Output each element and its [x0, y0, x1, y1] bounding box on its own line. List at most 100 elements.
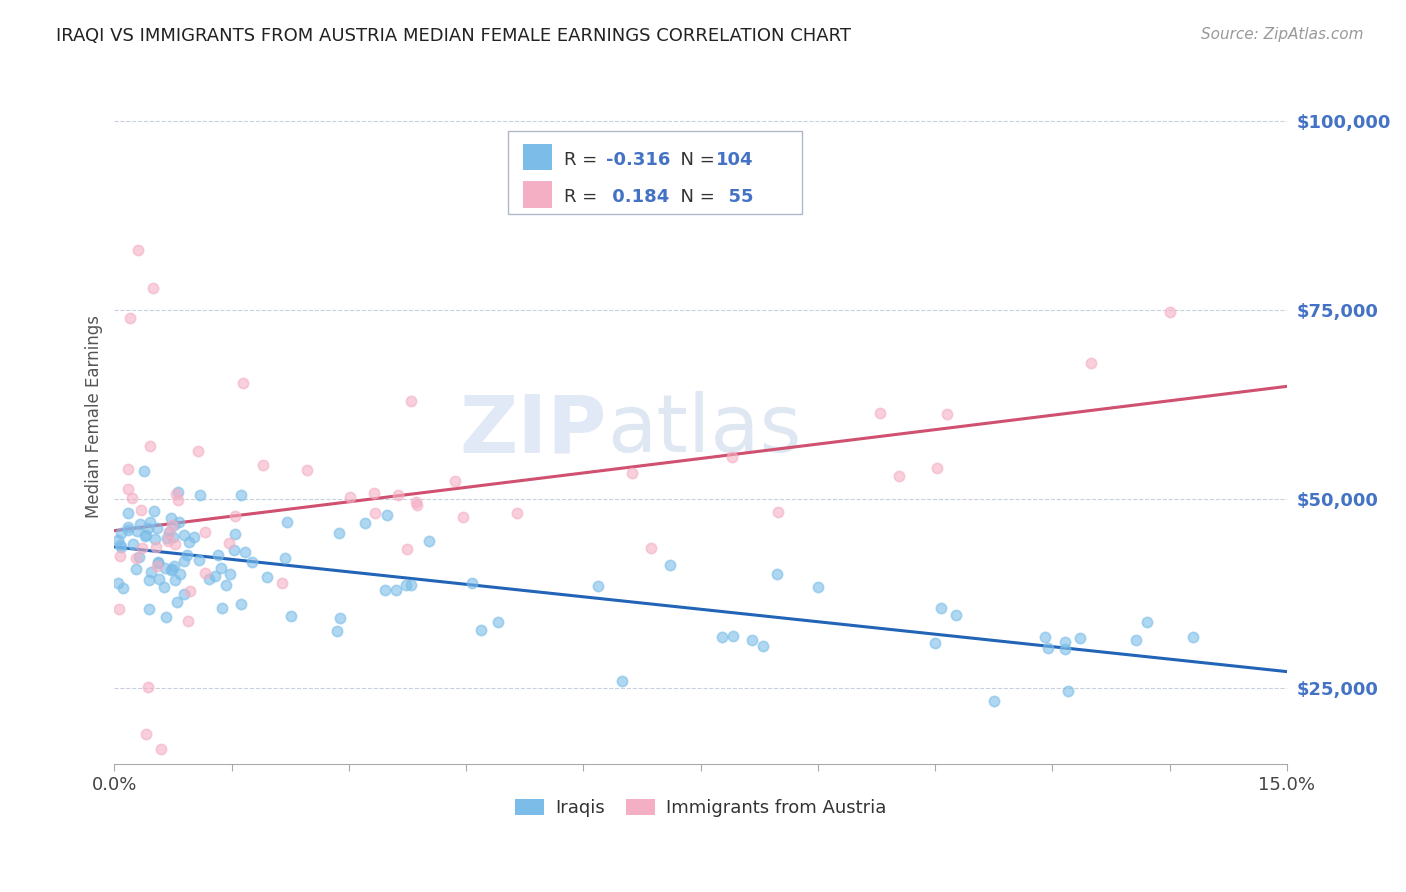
Point: [146, 558, 169, 573]
Point: [128, 516, 150, 531]
Point: [163, 537, 186, 551]
Point: [110, 541, 132, 555]
Point: [1182, 630, 1205, 644]
Point: [139, 515, 162, 529]
Point: [887, 468, 910, 483]
Point: [110, 525, 132, 540]
Point: [925, 461, 948, 475]
Text: 104: 104: [716, 151, 754, 169]
Point: [396, 541, 419, 556]
Point: [157, 524, 180, 539]
Point: [112, 581, 135, 595]
Point: [136, 521, 159, 535]
Point: [162, 558, 184, 573]
Point: [177, 535, 200, 549]
Point: [297, 463, 319, 477]
Point: [156, 533, 179, 548]
Point: [1057, 684, 1080, 698]
Point: [187, 444, 209, 458]
Point: [929, 600, 952, 615]
Point: [658, 558, 681, 572]
Point: [364, 506, 387, 520]
Point: [252, 458, 274, 472]
Point: [127, 243, 149, 257]
Point: [146, 555, 169, 569]
Point: [148, 572, 170, 586]
Point: [173, 554, 195, 568]
Point: [586, 579, 609, 593]
Point: [142, 504, 165, 518]
Point: [176, 548, 198, 562]
Point: [232, 376, 254, 391]
Point: [224, 527, 246, 541]
Point: [165, 573, 187, 587]
Point: [167, 492, 190, 507]
Point: [271, 575, 294, 590]
Point: [135, 726, 157, 740]
Point: [179, 584, 201, 599]
Point: [218, 536, 240, 550]
Point: [177, 615, 200, 629]
Point: [924, 636, 946, 650]
Point: [190, 488, 212, 502]
Text: N =: N =: [669, 188, 721, 206]
Point: [1038, 641, 1060, 656]
Point: [142, 281, 165, 295]
Point: [160, 561, 183, 575]
Point: [741, 633, 763, 648]
Point: [640, 541, 662, 555]
Point: [187, 553, 209, 567]
Point: [183, 529, 205, 543]
Point: [135, 527, 157, 541]
Point: [983, 694, 1005, 708]
Point: [329, 610, 352, 624]
Point: [134, 528, 156, 542]
Point: [165, 487, 187, 501]
Point: [945, 608, 967, 623]
Point: [233, 545, 256, 559]
Point: [723, 629, 745, 643]
Point: [721, 450, 744, 464]
Point: [1035, 630, 1057, 644]
Point: [710, 630, 733, 644]
Point: [146, 556, 169, 570]
Point: [160, 511, 183, 525]
Point: [131, 541, 153, 555]
Text: R =: R =: [564, 151, 603, 169]
Point: [117, 462, 139, 476]
Point: [125, 562, 148, 576]
Text: -0.316: -0.316: [606, 151, 671, 169]
Point: [1069, 631, 1091, 645]
Point: [807, 580, 830, 594]
Point: [117, 482, 139, 496]
Point: [274, 551, 297, 566]
Point: [240, 555, 263, 569]
Point: [204, 569, 226, 583]
Point: [194, 566, 217, 580]
Point: [163, 518, 186, 533]
Point: [166, 595, 188, 609]
Point: [107, 576, 129, 591]
Point: [470, 624, 492, 638]
Legend: Iraqis, Immigrants from Austria: Iraqis, Immigrants from Austria: [508, 791, 893, 824]
Text: ZIP: ZIP: [460, 391, 607, 469]
Point: [1135, 615, 1157, 629]
Point: [138, 573, 160, 587]
Point: [211, 601, 233, 615]
Point: [117, 520, 139, 534]
Point: [173, 587, 195, 601]
Point: [162, 518, 184, 533]
Point: [117, 506, 139, 520]
Point: [155, 531, 177, 545]
Point: [138, 602, 160, 616]
Point: [118, 310, 141, 325]
Point: [169, 567, 191, 582]
Point: [1159, 305, 1181, 319]
Point: [363, 485, 385, 500]
Point: [1125, 633, 1147, 648]
Point: [128, 550, 150, 565]
Point: [406, 498, 429, 512]
Point: [375, 508, 398, 523]
Point: [765, 566, 787, 581]
Point: [153, 580, 176, 594]
